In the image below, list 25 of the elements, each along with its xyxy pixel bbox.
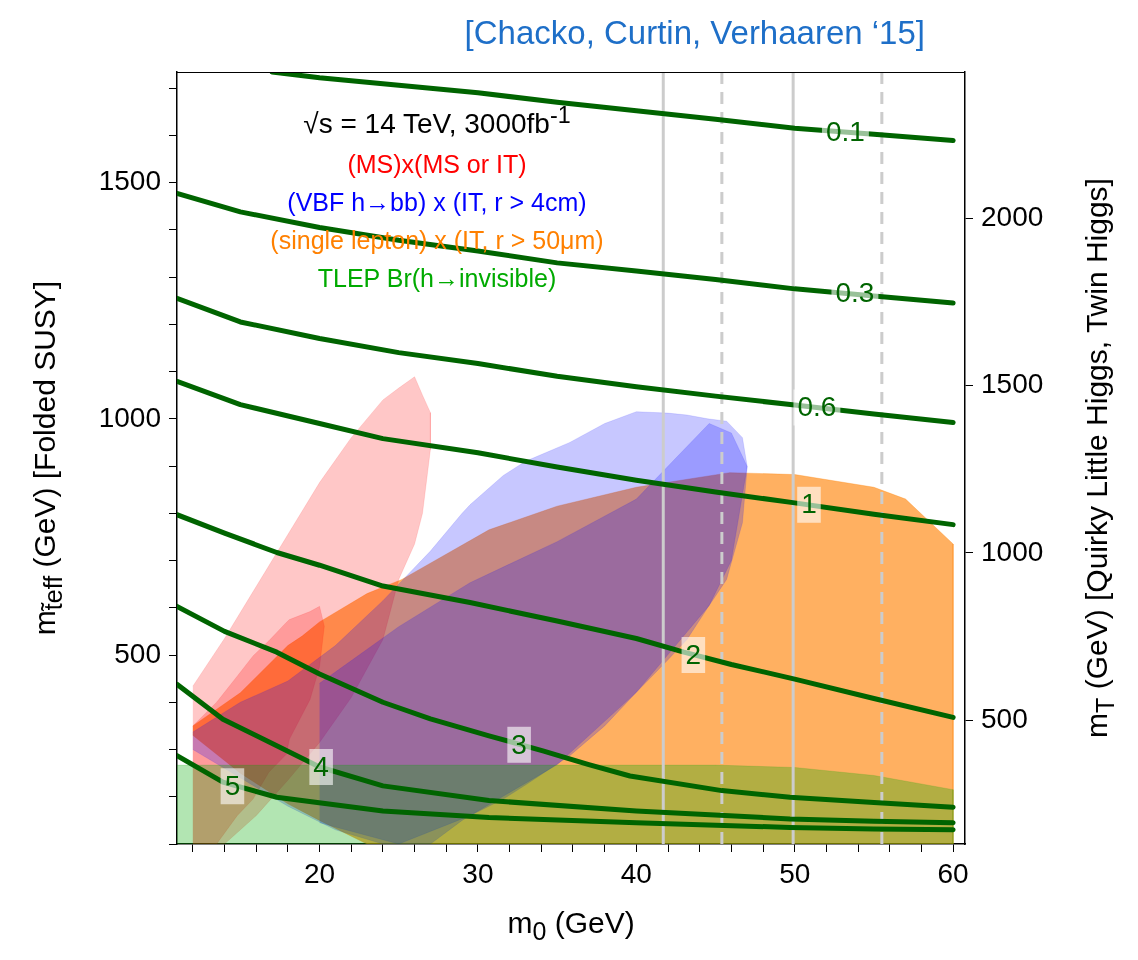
annotation: 5	[224, 770, 241, 802]
y-tick-label: 1500	[98, 165, 161, 197]
annotation: 0.1	[825, 116, 865, 148]
y2-tick-label: 1500	[981, 368, 1044, 400]
annotation: 2	[685, 638, 702, 670]
x-tick-label: 30	[462, 857, 494, 889]
y2-tick-label: 2000	[981, 200, 1044, 232]
y-tick-label: 1000	[98, 401, 161, 433]
x-tick-label: 20	[303, 857, 336, 889]
x-tick-label: 40	[620, 857, 652, 889]
x-tick-label: 50	[779, 857, 811, 889]
text: (MS)x(MS or IT)	[347, 150, 527, 179]
chart-title: [Chacko, Curtin, Verhaaren ‘15]	[464, 14, 925, 52]
annotation: 0.6	[797, 391, 837, 423]
x-tick-label: 60	[937, 857, 969, 889]
y2-tick-label: 500	[981, 702, 1028, 734]
y2-tick-label: 1000	[981, 535, 1044, 567]
x-axis-title: m$_{0}$ (GeV)	[507, 906, 635, 946]
text: TLEP Br(h→invisible)	[317, 264, 557, 293]
annotation: √s = 14 TeV, 3000fb$^{-1}$	[302, 101, 572, 142]
text: (VBF h→bb) x (IT, r > 4cm)	[287, 188, 587, 217]
y-tick-label: 500	[114, 637, 161, 669]
annotation: 3	[511, 728, 527, 760]
annotation: 0.3	[835, 277, 875, 309]
annotation: 1	[801, 488, 817, 520]
